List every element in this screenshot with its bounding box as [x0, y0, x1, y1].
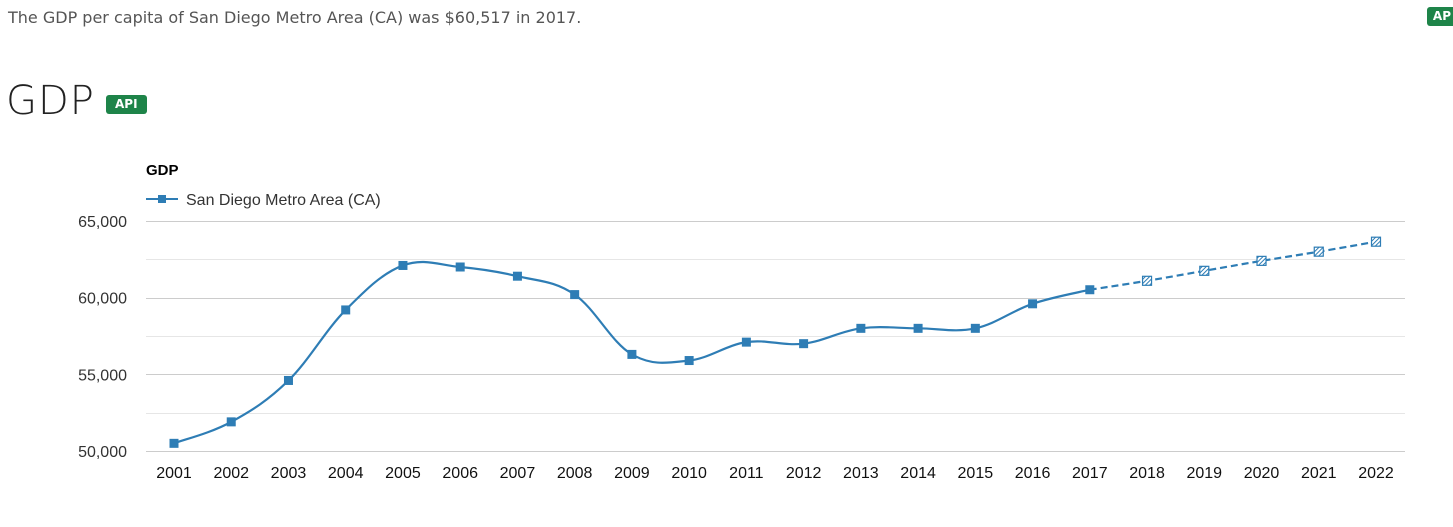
chart-title: GDP [146, 162, 179, 179]
x-tick-label: 2017 [1072, 465, 1108, 482]
x-tick-label: 2013 [843, 465, 879, 482]
legend[interactable]: San Diego Metro Area (CA) [146, 192, 381, 209]
x-tick-label: 2009 [614, 465, 650, 482]
x-tick-label: 2005 [385, 465, 421, 482]
legend-label: San Diego Metro Area (CA) [186, 192, 381, 209]
x-tick-label: 2008 [557, 465, 593, 482]
x-tick-label: 2003 [271, 465, 307, 482]
data-point [684, 356, 694, 366]
legend-marker [158, 195, 166, 203]
data-point [398, 260, 408, 270]
data-point [570, 290, 580, 300]
y-tick-label: 60,000 [78, 291, 127, 308]
series-line [173, 260, 1091, 445]
x-tick-label: 2010 [671, 465, 707, 482]
summary-text: The GDP per capita of San Diego Metro Ar… [8, 8, 582, 27]
y-tick-label: 65,000 [78, 214, 127, 231]
x-tick-label: 2012 [786, 465, 822, 482]
data-point-forecast [1370, 236, 1382, 247]
y-tick-label: 55,000 [78, 367, 127, 384]
data-point [627, 349, 637, 359]
x-tick-label: 2014 [900, 465, 936, 482]
x-tick-label: 2022 [1358, 465, 1394, 482]
x-tick-label: 2001 [156, 465, 192, 482]
x-tick-label: 2015 [958, 465, 994, 482]
data-point [226, 417, 236, 427]
data-point [283, 375, 293, 385]
data-point [341, 305, 351, 315]
data-point-forecast [1199, 265, 1210, 276]
series-line-forecast [1089, 240, 1377, 291]
data-point-forecast [1313, 246, 1324, 257]
x-tick-label: 2006 [442, 465, 478, 482]
api-badge[interactable]: API [106, 95, 147, 114]
data-point [856, 323, 866, 333]
x-tick-label: 2011 [729, 465, 764, 482]
x-tick-label: 2019 [1186, 465, 1222, 482]
x-tick-label: 2016 [1015, 465, 1051, 482]
x-tick-label: 2004 [328, 465, 364, 482]
data-point [970, 323, 980, 333]
x-tick-label: 2007 [500, 465, 536, 482]
data-point [741, 337, 751, 347]
data-point [169, 438, 179, 448]
api-badge-corner[interactable]: AP [1426, 7, 1453, 26]
y-tick-label: 50,000 [78, 444, 127, 461]
data-point [913, 323, 923, 333]
data-point-forecast [1256, 255, 1267, 266]
data-point-forecast [1141, 275, 1153, 286]
x-tick-label: 2002 [213, 465, 249, 482]
data-point [1085, 285, 1095, 295]
section-title: GDP [6, 78, 95, 124]
x-tick-label: 2020 [1244, 465, 1280, 482]
data-point [512, 271, 522, 281]
x-tick-label: 2021 [1301, 465, 1337, 482]
data-point [1028, 299, 1038, 309]
x-tick-label: 2018 [1129, 465, 1165, 482]
data-point [455, 262, 465, 272]
data-point [799, 339, 809, 349]
